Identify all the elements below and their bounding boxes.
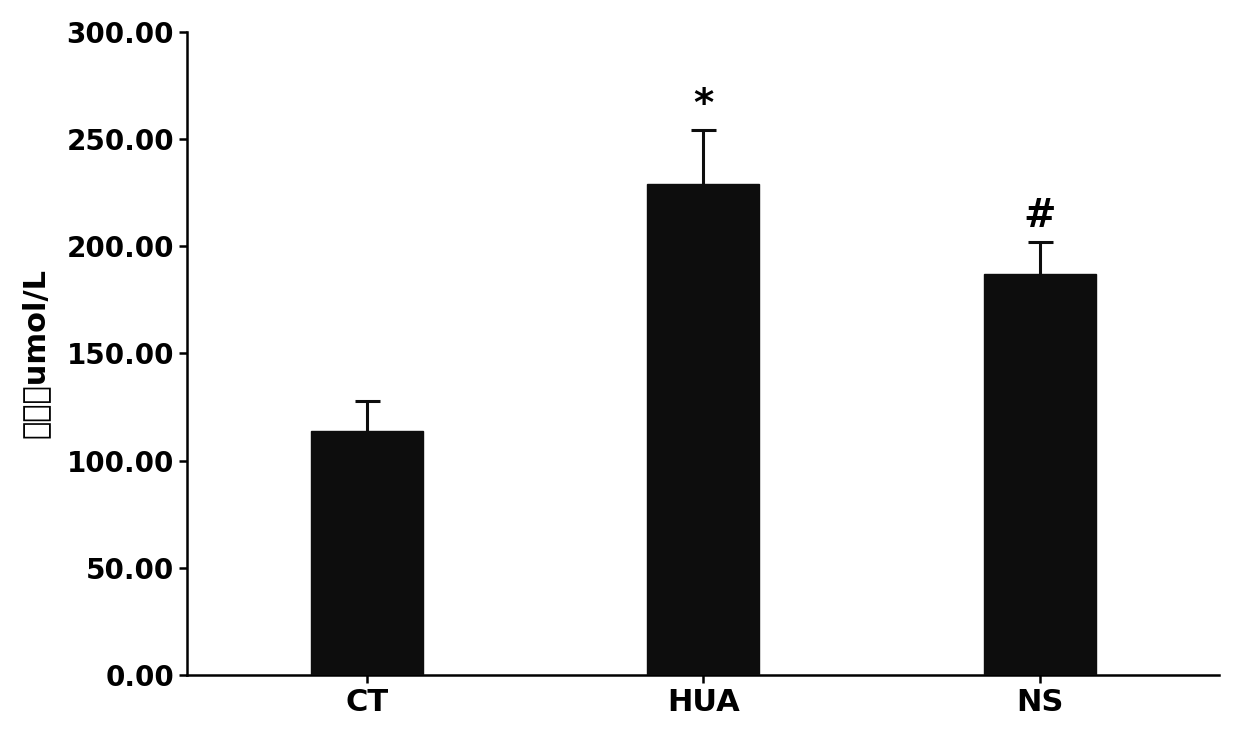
Y-axis label: 血尿酸umol/L: 血尿酸umol/L <box>21 269 50 438</box>
Bar <box>647 184 759 675</box>
Text: *: * <box>693 86 713 124</box>
Bar <box>983 274 1096 675</box>
Bar <box>311 430 423 675</box>
Text: #: # <box>1023 198 1056 235</box>
